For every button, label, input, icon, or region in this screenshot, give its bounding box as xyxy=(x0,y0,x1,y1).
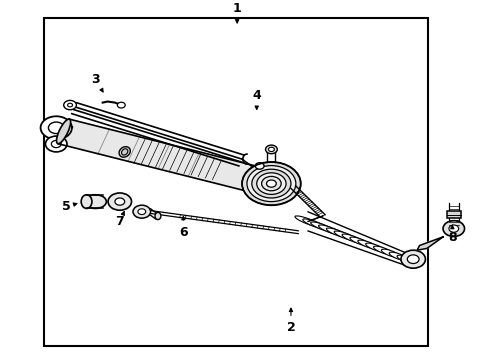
Polygon shape xyxy=(416,237,442,250)
Circle shape xyxy=(67,103,72,107)
Circle shape xyxy=(442,221,464,237)
Polygon shape xyxy=(58,119,269,194)
Ellipse shape xyxy=(318,225,342,235)
Ellipse shape xyxy=(81,195,92,208)
Circle shape xyxy=(45,136,67,152)
Circle shape xyxy=(407,255,418,264)
Circle shape xyxy=(256,173,285,194)
Ellipse shape xyxy=(388,252,407,260)
Circle shape xyxy=(48,122,64,134)
Circle shape xyxy=(265,145,277,154)
Circle shape xyxy=(115,198,124,205)
Circle shape xyxy=(246,166,295,202)
Circle shape xyxy=(63,100,76,110)
Ellipse shape xyxy=(155,212,161,220)
Circle shape xyxy=(108,193,131,210)
Ellipse shape xyxy=(122,149,127,155)
Text: 5: 5 xyxy=(61,201,77,213)
Ellipse shape xyxy=(357,240,378,249)
Circle shape xyxy=(448,225,458,232)
Ellipse shape xyxy=(396,255,414,263)
Ellipse shape xyxy=(302,219,327,230)
Text: 6: 6 xyxy=(179,216,187,239)
Ellipse shape xyxy=(349,237,371,247)
Ellipse shape xyxy=(57,119,70,144)
Circle shape xyxy=(261,176,281,191)
Bar xyxy=(446,211,460,218)
Circle shape xyxy=(133,205,150,218)
Circle shape xyxy=(117,102,125,108)
Ellipse shape xyxy=(381,249,400,258)
Circle shape xyxy=(251,169,290,198)
Bar xyxy=(44,18,427,346)
Text: 4: 4 xyxy=(252,89,261,109)
Ellipse shape xyxy=(119,147,130,157)
Ellipse shape xyxy=(342,234,364,244)
Ellipse shape xyxy=(84,195,106,208)
Ellipse shape xyxy=(365,243,385,252)
Ellipse shape xyxy=(334,231,356,241)
Text: 3: 3 xyxy=(91,73,103,92)
Ellipse shape xyxy=(325,228,349,238)
Ellipse shape xyxy=(294,216,321,227)
Circle shape xyxy=(268,147,274,152)
Circle shape xyxy=(266,180,276,187)
Circle shape xyxy=(242,162,300,205)
Text: 8: 8 xyxy=(447,225,456,244)
Ellipse shape xyxy=(310,222,335,233)
Text: 7: 7 xyxy=(115,212,124,228)
Circle shape xyxy=(255,163,264,169)
Circle shape xyxy=(138,209,145,215)
Text: 2: 2 xyxy=(286,308,295,334)
Circle shape xyxy=(400,250,425,268)
Circle shape xyxy=(41,116,72,139)
Circle shape xyxy=(51,140,61,148)
Ellipse shape xyxy=(373,246,392,255)
Text: 1: 1 xyxy=(232,3,241,23)
